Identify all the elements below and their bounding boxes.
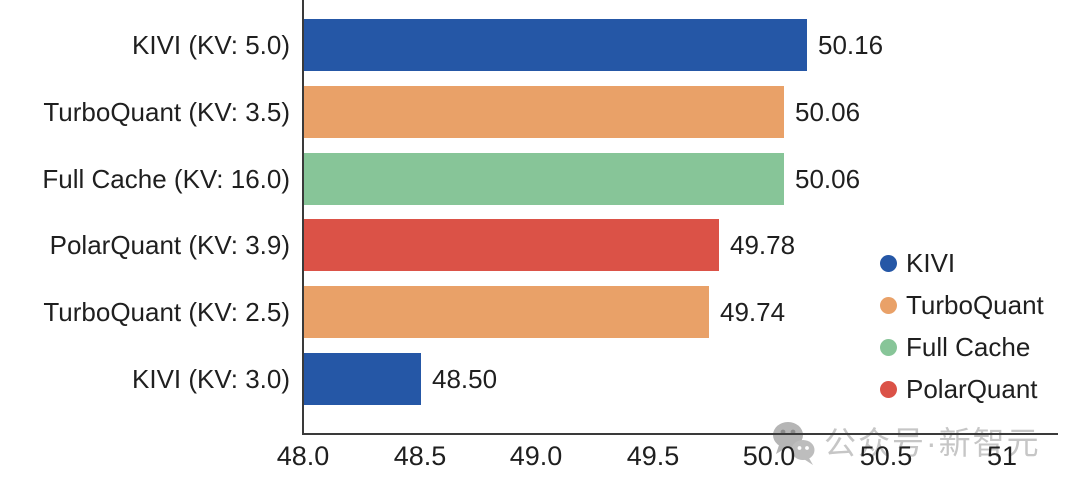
x-axis-line: [302, 433, 1058, 435]
category-label: KIVI (KV: 3.0): [132, 364, 290, 394]
value-label: 50.16: [818, 30, 884, 60]
x-tick-label: 51: [986, 441, 1018, 471]
category-label: Full Cache (KV: 16.0): [42, 164, 290, 194]
x-tick-label: 48.5: [393, 441, 447, 471]
legend-item: PolarQuant: [880, 375, 1044, 403]
category-label: TurboQuant (KV: 3.5): [43, 97, 290, 127]
watermark: 公众号·新智元: [770, 419, 1041, 467]
legend-label: KIVI: [906, 248, 956, 278]
bar: [304, 353, 421, 405]
x-tick-label: 49.0: [509, 441, 563, 471]
bar: [304, 219, 719, 271]
legend: KIVI TurboQuant Full Cache PolarQuant: [880, 249, 1044, 417]
wechat-icon: [773, 422, 815, 465]
value-label: 50.06: [795, 97, 861, 127]
category-label: TurboQuant (KV: 2.5): [43, 297, 290, 327]
bar: [304, 86, 784, 138]
x-tick-label: 49.5: [626, 441, 680, 471]
watermark-text: 公众号·新智元: [824, 425, 1041, 461]
y-axis-line: [302, 0, 304, 435]
legend-item: TurboQuant: [880, 291, 1044, 319]
legend-dot-icon: [880, 296, 897, 314]
category-label: PolarQuant (KV: 3.9): [49, 230, 290, 260]
x-tick-label: 50.0: [742, 441, 796, 471]
legend-label: TurboQuant: [906, 290, 1044, 320]
legend-item: KIVI: [880, 249, 1044, 277]
legend-label: Full Cache: [906, 332, 1031, 362]
value-label: 50.06: [795, 164, 861, 194]
legend-dot-icon: [880, 338, 897, 356]
value-label: 49.78: [730, 230, 796, 260]
x-tick-label: 50.5: [859, 441, 913, 471]
value-label: 49.74: [720, 297, 786, 327]
category-label: KIVI (KV: 5.0): [132, 30, 290, 60]
legend-dot-icon: [880, 254, 897, 272]
value-label: 48.50: [432, 364, 498, 394]
x-tick-label: 48.0: [276, 441, 330, 471]
legend-label: PolarQuant: [906, 374, 1038, 404]
legend-item: Full Cache: [880, 333, 1044, 361]
bar: [304, 153, 784, 205]
bar: [304, 286, 709, 338]
legend-dot-icon: [880, 380, 897, 398]
bar: [304, 19, 807, 71]
